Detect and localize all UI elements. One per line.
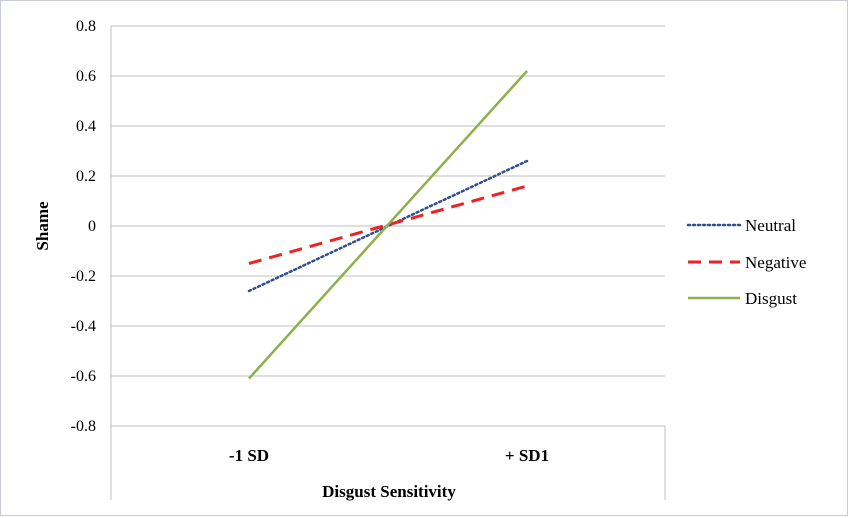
series-line-disgust	[248, 70, 528, 380]
legend-label-disgust: Disgust	[745, 289, 797, 308]
y-axis-ticks: 0.8 0.6 0.4 0.2 0 -0.2 -0.4 -0.6 -0.8	[71, 18, 96, 435]
x-axis-title: Disgust Sensitivity	[322, 482, 456, 501]
y-tick-label: 0.2	[76, 168, 96, 185]
y-tick-label: 0.4	[76, 118, 96, 135]
legend: Neutral Negative Disgust	[686, 216, 806, 308]
y-tick-label: -0.6	[71, 368, 96, 385]
plot-area	[110, 26, 666, 500]
y-tick-label: -0.8	[71, 418, 96, 435]
legend-label-neutral: Neutral	[745, 216, 796, 235]
legend-label-negative: Negative	[745, 253, 806, 272]
y-tick-label: -0.4	[71, 318, 96, 335]
y-tick-label: -0.2	[71, 268, 96, 285]
gridlines	[111, 25, 665, 427]
y-axis-title: Shame	[33, 201, 52, 251]
y-tick-label: 0.8	[76, 18, 96, 35]
series-line-negative	[248, 184, 528, 265]
series-lines	[247, 70, 529, 380]
series-line-neutral	[247, 159, 529, 293]
x-axis-categories: -1 SD + SD1	[229, 446, 549, 465]
y-tick-label: 0.6	[76, 68, 96, 85]
x-category-label: + SD1	[505, 446, 549, 465]
y-tick-label: 0	[88, 218, 96, 235]
x-category-label: -1 SD	[229, 446, 269, 465]
